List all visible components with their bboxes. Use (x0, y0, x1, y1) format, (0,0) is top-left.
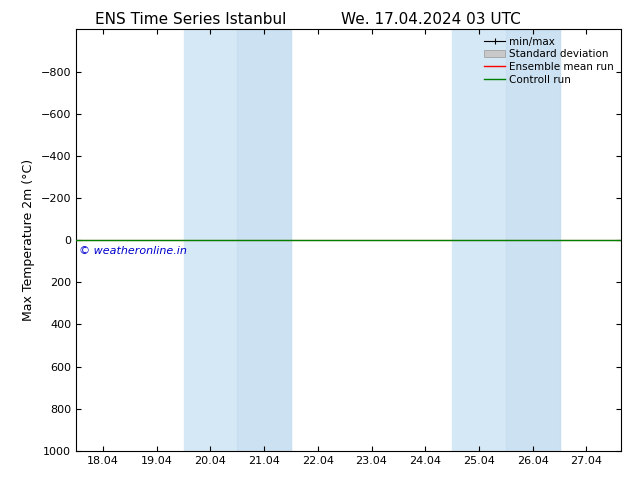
Legend: min/max, Standard deviation, Ensemble mean run, Controll run: min/max, Standard deviation, Ensemble me… (482, 35, 616, 87)
Y-axis label: Max Temperature 2m (°C): Max Temperature 2m (°C) (22, 159, 35, 321)
Bar (506, 29, 560, 451)
Bar (452, 29, 560, 451)
Text: ENS Time Series Istanbul: ENS Time Series Istanbul (94, 12, 286, 27)
Text: © weatheronline.in: © weatheronline.in (79, 246, 186, 256)
Text: We. 17.04.2024 03 UTC: We. 17.04.2024 03 UTC (341, 12, 521, 27)
Bar (237, 29, 291, 451)
Bar (183, 29, 291, 451)
